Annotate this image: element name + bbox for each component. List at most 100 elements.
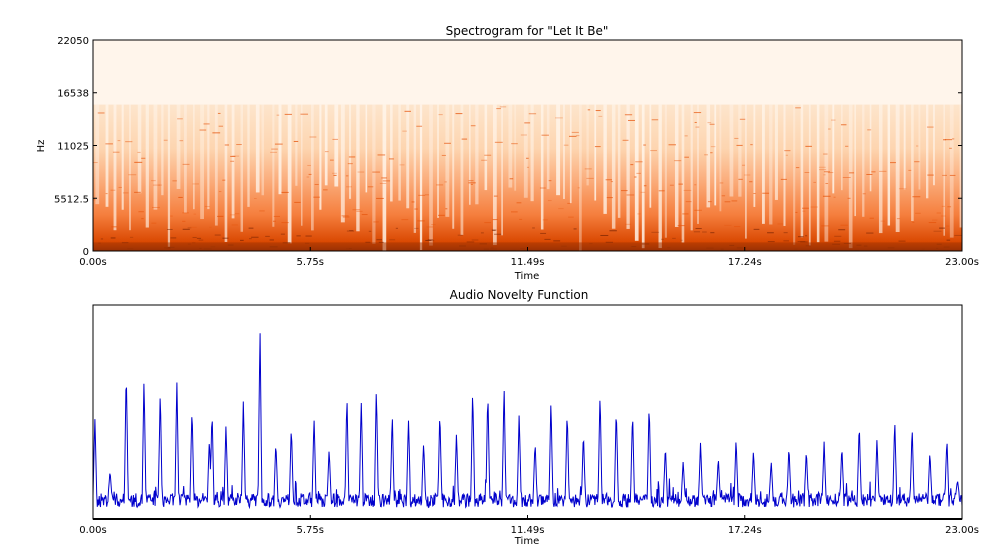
spectrogram-harmonic (313, 196, 320, 198)
spectrogram-harmonic (743, 174, 751, 176)
spectrogram-y-tick-label: 16538 (57, 89, 89, 100)
spectrogram-onset-gap (324, 104, 328, 186)
spectrogram-onset-gap (848, 104, 853, 249)
spectrogram-harmonic (710, 146, 716, 148)
spectrogram-harmonic (368, 230, 372, 232)
spectrogram-harmonic (259, 210, 265, 212)
spectrogram-harmonic (379, 182, 387, 184)
spectrogram-harmonic (834, 235, 842, 237)
spectrogram-harmonic (940, 215, 946, 217)
spectrogram-onset-gap (301, 104, 303, 226)
spectrogram-harmonic (240, 239, 244, 241)
spectrogram-onset-gap (862, 104, 865, 217)
spectrogram-harmonic (192, 236, 197, 238)
spectrogram-harmonic (547, 200, 552, 202)
spectrogram-onset-gap (419, 104, 423, 251)
spectrogram-onset-gap (278, 104, 282, 195)
spectrogram-x-tick-label: 11.49s (511, 257, 545, 268)
spectrogram-harmonic (129, 236, 134, 238)
spectrogram-harmonic (694, 209, 702, 211)
spectrogram-harmonic (630, 164, 634, 166)
spectrogram-onset-gap (207, 104, 210, 210)
spectrogram-harmonic (862, 193, 866, 195)
spectrogram-harmonic (840, 224, 848, 226)
spectrogram-harmonic (217, 112, 221, 114)
spectrogram-onset-gap (729, 104, 734, 197)
spectrogram-harmonic (437, 214, 445, 216)
spectrogram-onset-gap (349, 104, 352, 199)
spectrogram-onset-gap (949, 104, 954, 238)
spectrogram-onset-gap (869, 104, 872, 192)
spectrogram-harmonic (193, 213, 197, 215)
spectrogram-onset-gap (365, 104, 368, 193)
spectrogram-harmonic (111, 226, 117, 228)
spectrogram-harmonic (152, 206, 160, 208)
spectrogram-harmonic (118, 186, 122, 188)
spectrogram-harmonic (300, 113, 309, 115)
spectrogram-harmonic (567, 202, 570, 204)
spectrogram-onset-gap (261, 104, 265, 196)
spectrogram-onset-gap (808, 104, 811, 246)
spectrogram-harmonic (833, 240, 841, 242)
spectrogram-harmonic (777, 223, 784, 225)
spectrogram-harmonic (378, 241, 384, 243)
spectrogram-harmonic (230, 160, 235, 162)
spectrogram-harmonic (179, 140, 184, 142)
spectrogram-harmonic (128, 174, 137, 176)
spectrogram-harmonic (484, 154, 492, 156)
spectrogram-harmonic (444, 181, 447, 183)
spectrogram-harmonic (825, 182, 829, 184)
novelty-x-ticks: 0.00s 5.75s 11.49s 17.24s 23.00s (79, 515, 979, 536)
spectrogram-onset-gap (634, 104, 639, 241)
spectrogram-harmonic (468, 180, 474, 182)
spectrogram-harmonic (163, 139, 168, 141)
spectrogram-harmonic (932, 219, 938, 221)
spectrogram-harmonic (332, 138, 338, 140)
novelty-x-tick-label: 11.49s (511, 525, 545, 536)
spectrogram-onset-gap (295, 104, 298, 186)
spectrogram-harmonic (112, 151, 120, 153)
novelty-panel: Audio Novelty Function 0.00s 5.75s 11.49s 1… (79, 288, 979, 547)
spectrogram-harmonic (707, 122, 712, 124)
spectrogram-harmonic (626, 194, 635, 196)
spectrogram-onset-gap (563, 104, 565, 199)
spectrogram-harmonic (804, 172, 810, 174)
spectrogram-onset-gap (840, 104, 843, 191)
spectrogram-panel: Spectrogram for "Let It Be" 0 5512.5 11025… (36, 24, 979, 282)
spectrogram-onset-gap (272, 104, 275, 227)
spectrogram-harmonic (927, 174, 934, 176)
spectrogram-onset-gap (816, 104, 820, 243)
spectrogram-harmonic (845, 145, 849, 147)
spectrogram-onset-gap (714, 104, 717, 206)
spectrogram-harmonic (170, 215, 173, 217)
spectrogram-harmonic (684, 156, 689, 158)
spectrogram-onset-gap (406, 104, 410, 209)
spectrogram-harmonic (110, 237, 116, 239)
spectrogram-onset-gap (800, 104, 804, 238)
spectrogram-harmonic (797, 241, 806, 243)
spectrogram-harmonic (509, 178, 514, 180)
spectrogram-harmonic (494, 233, 502, 235)
spectrogram-harmonic (838, 229, 846, 231)
spectrogram-harmonic (491, 229, 497, 231)
spectrogram-harmonic (805, 235, 808, 237)
spectrogram-harmonic (526, 166, 529, 168)
spectrogram-harmonic (943, 139, 947, 141)
spectrogram-harmonic (926, 126, 934, 128)
spectrogram-harmonic (424, 194, 429, 196)
spectrogram-onset-gap (887, 104, 891, 226)
spectrogram-harmonic (587, 109, 591, 111)
spectrogram-onset-gap (925, 104, 929, 199)
spectrogram-harmonic (563, 144, 569, 146)
spectrogram-harmonic (871, 171, 876, 173)
spectrogram-harmonic (610, 181, 614, 183)
spectrogram-harmonic (348, 156, 356, 158)
spectrogram-harmonic (376, 239, 383, 241)
spectrogram-harmonic (417, 220, 425, 222)
spectrogram-harmonic (373, 221, 379, 223)
spectrogram-y-tick-label: 22050 (57, 36, 89, 47)
spectrogram-harmonic (944, 139, 953, 141)
spectrogram-harmonic (731, 200, 738, 202)
spectrogram-harmonic (640, 191, 646, 193)
spectrogram-harmonic (294, 201, 301, 203)
